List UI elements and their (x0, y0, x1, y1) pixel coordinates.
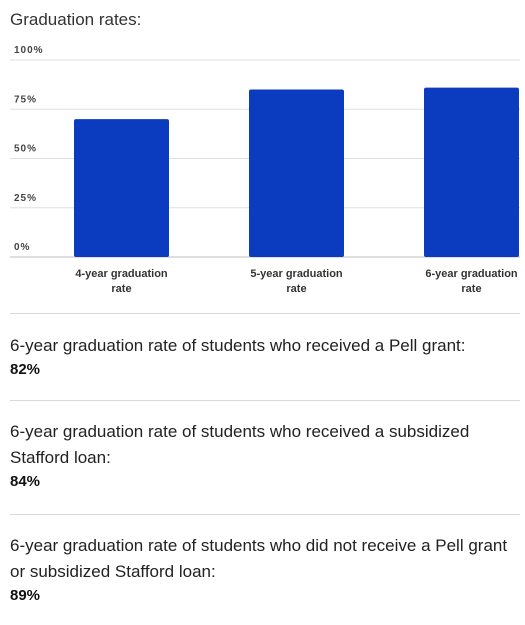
x-category-label: 6-year graduation rate (425, 268, 518, 295)
chart-title: Graduation rates: (10, 10, 142, 29)
y-tick-label: 0% (14, 242, 30, 253)
stat-stafford-loan: 6-year graduation rate of students who r… (10, 419, 517, 490)
stat-value: 82% (10, 361, 41, 378)
x-category-label: 5-year graduation rate (250, 268, 343, 295)
graduation-rate-chart: 0% 25% 50% 75% 100% 4-year graduation rate 5-y… (10, 45, 520, 295)
y-tick-label: 75% (14, 94, 37, 105)
x-category-label: 4-year graduation rate (75, 268, 168, 295)
divider (10, 313, 520, 314)
stat-value: 89% (10, 587, 41, 604)
bar (74, 119, 169, 257)
divider (10, 514, 520, 515)
bar (424, 87, 519, 257)
stat-label: 6-year graduation rate of students who r… (10, 422, 470, 467)
stat-label: 6-year graduation rate of students who r… (10, 336, 466, 355)
stat-no-aid: 6-year graduation rate of students who d… (10, 533, 517, 604)
y-tick-label: 100% (14, 45, 44, 56)
y-tick-label: 50% (14, 144, 37, 155)
divider (10, 400, 520, 401)
bar (249, 89, 344, 257)
y-tick-label: 25% (14, 193, 37, 204)
stat-value: 84% (10, 473, 41, 490)
stat-label: 6-year graduation rate of students who d… (10, 536, 508, 581)
stat-pell-grant: 6-year graduation rate of students who r… (10, 333, 517, 378)
